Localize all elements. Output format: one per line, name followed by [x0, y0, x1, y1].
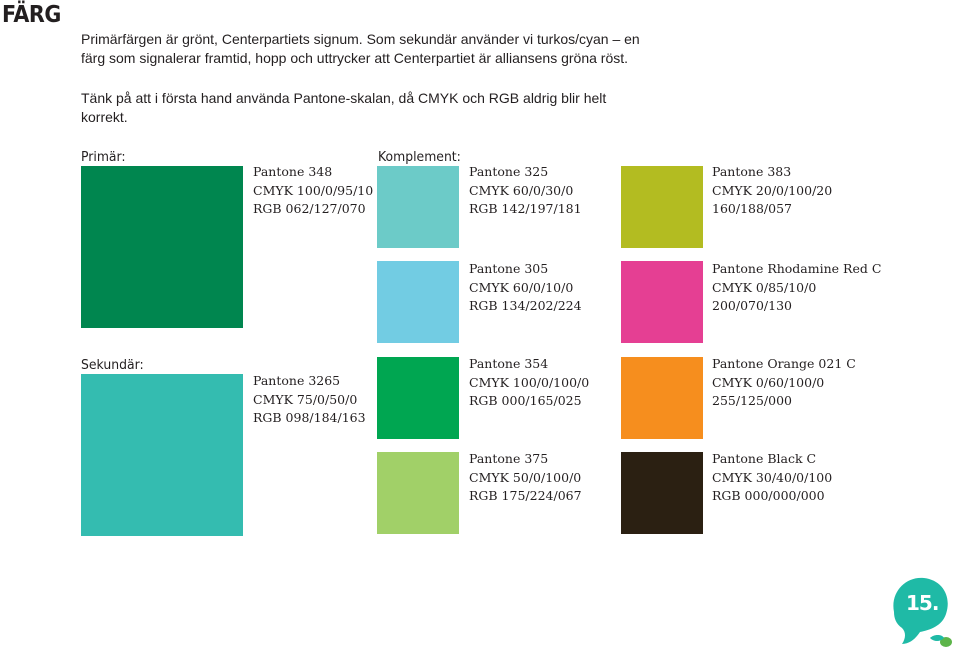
cmyk-value: CMYK 0/85/10/0 — [712, 279, 817, 295]
info-pantone-3265: Pantone 3265 CMYK 75/0/50/0 RGB 098/184/… — [253, 372, 366, 428]
rgb-value: RGB 098/184/163 — [253, 410, 366, 425]
info-pantone-354: Pantone 354 CMYK 100/0/100/0 RGB 000/165… — [469, 355, 589, 411]
cmyk-value: CMYK 30/40/0/100 — [712, 469, 833, 485]
info-pantone-383: Pantone 383 CMYK 20/0/100/20 160/188/057 — [712, 163, 832, 219]
complement-label: Komplement: — [378, 149, 461, 165]
swatch-pantone-rhodamine — [621, 261, 703, 343]
swatch-pantone-305 — [377, 261, 459, 343]
cmyk-value: CMYK 60/0/10/0 — [469, 279, 574, 295]
info-pantone-375: Pantone 375 CMYK 50/0/100/0 RGB 175/224/… — [469, 450, 582, 506]
page-number-badge — [893, 577, 952, 647]
info-pantone-348: Pantone 348 CMYK 100/0/95/10 RGB 062/127… — [253, 163, 373, 219]
pantone-name: Pantone 375 — [469, 451, 549, 466]
badge-small-drop — [940, 637, 952, 647]
pantone-name: Pantone 348 — [253, 164, 333, 179]
pantone-name: Pantone 383 — [712, 164, 792, 179]
swatch-pantone-black — [621, 452, 703, 534]
rgb-value: RGB 142/197/181 — [469, 201, 582, 216]
swatch-pantone-383 — [621, 166, 703, 248]
pantone-name: Pantone Rhodamine Red C — [712, 261, 882, 276]
rgb-value: 160/188/057 — [712, 201, 792, 216]
rgb-value: RGB 062/127/070 — [253, 201, 366, 216]
pantone-name: Pantone Black C — [712, 451, 817, 466]
pantone-name: Pantone 325 — [469, 164, 549, 179]
info-pantone-orange: Pantone Orange 021 C CMYK 0/60/100/0 255… — [712, 355, 856, 411]
swatch-pantone-325 — [377, 166, 459, 248]
pantone-name: Pantone 305 — [469, 261, 549, 276]
pantone-name: Pantone Orange 021 C — [712, 356, 856, 371]
rgb-value: RGB 175/224/067 — [469, 488, 582, 503]
swatch-pantone-354 — [377, 357, 459, 439]
rgb-value: RGB 000/165/025 — [469, 393, 582, 408]
rgb-value: 200/070/130 — [712, 298, 792, 313]
cmyk-value: CMYK 75/0/50/0 — [253, 391, 358, 407]
cmyk-value: CMYK 0/60/100/0 — [712, 374, 825, 390]
badge-drop-shape — [893, 577, 948, 644]
cmyk-value: CMYK 60/0/30/0 — [469, 182, 574, 198]
info-pantone-305: Pantone 305 CMYK 60/0/10/0 RGB 134/202/2… — [469, 260, 582, 316]
cmyk-value: CMYK 20/0/100/20 — [712, 182, 833, 198]
secondary-label: Sekundär: — [81, 357, 144, 373]
badge-leaf — [930, 635, 944, 641]
pantone-note: Tänk på att i första hand använda Panton… — [81, 90, 607, 125]
swatch-pantone-orange — [621, 357, 703, 439]
swatch-pantone-348 — [81, 166, 243, 328]
primary-label: Primär: — [81, 149, 126, 165]
pantone-name: Pantone 354 — [469, 356, 549, 371]
page-number: 15. — [906, 591, 939, 615]
cmyk-value: CMYK 100/0/95/10 — [253, 182, 374, 198]
info-pantone-rhodamine: Pantone Rhodamine Red C CMYK 0/85/10/0 2… — [712, 260, 881, 316]
info-pantone-black: Pantone Black C CMYK 30/40/0/100 RGB 000… — [712, 450, 832, 506]
page-title: FÄRG — [2, 2, 61, 28]
cmyk-value: CMYK 50/0/100/0 — [469, 469, 582, 485]
info-pantone-325: Pantone 325 CMYK 60/0/30/0 RGB 142/197/1… — [469, 163, 582, 219]
swatch-pantone-375 — [377, 452, 459, 534]
rgb-value: RGB 000/000/000 — [712, 488, 825, 503]
rgb-value: RGB 134/202/224 — [469, 298, 582, 313]
intro-text: Primärfärgen är grönt, Centerpartiets si… — [81, 31, 640, 66]
swatch-pantone-3265 — [81, 374, 243, 536]
rgb-value: 255/125/000 — [712, 393, 792, 408]
cmyk-value: CMYK 100/0/100/0 — [469, 374, 590, 390]
pantone-name: Pantone 3265 — [253, 373, 341, 388]
